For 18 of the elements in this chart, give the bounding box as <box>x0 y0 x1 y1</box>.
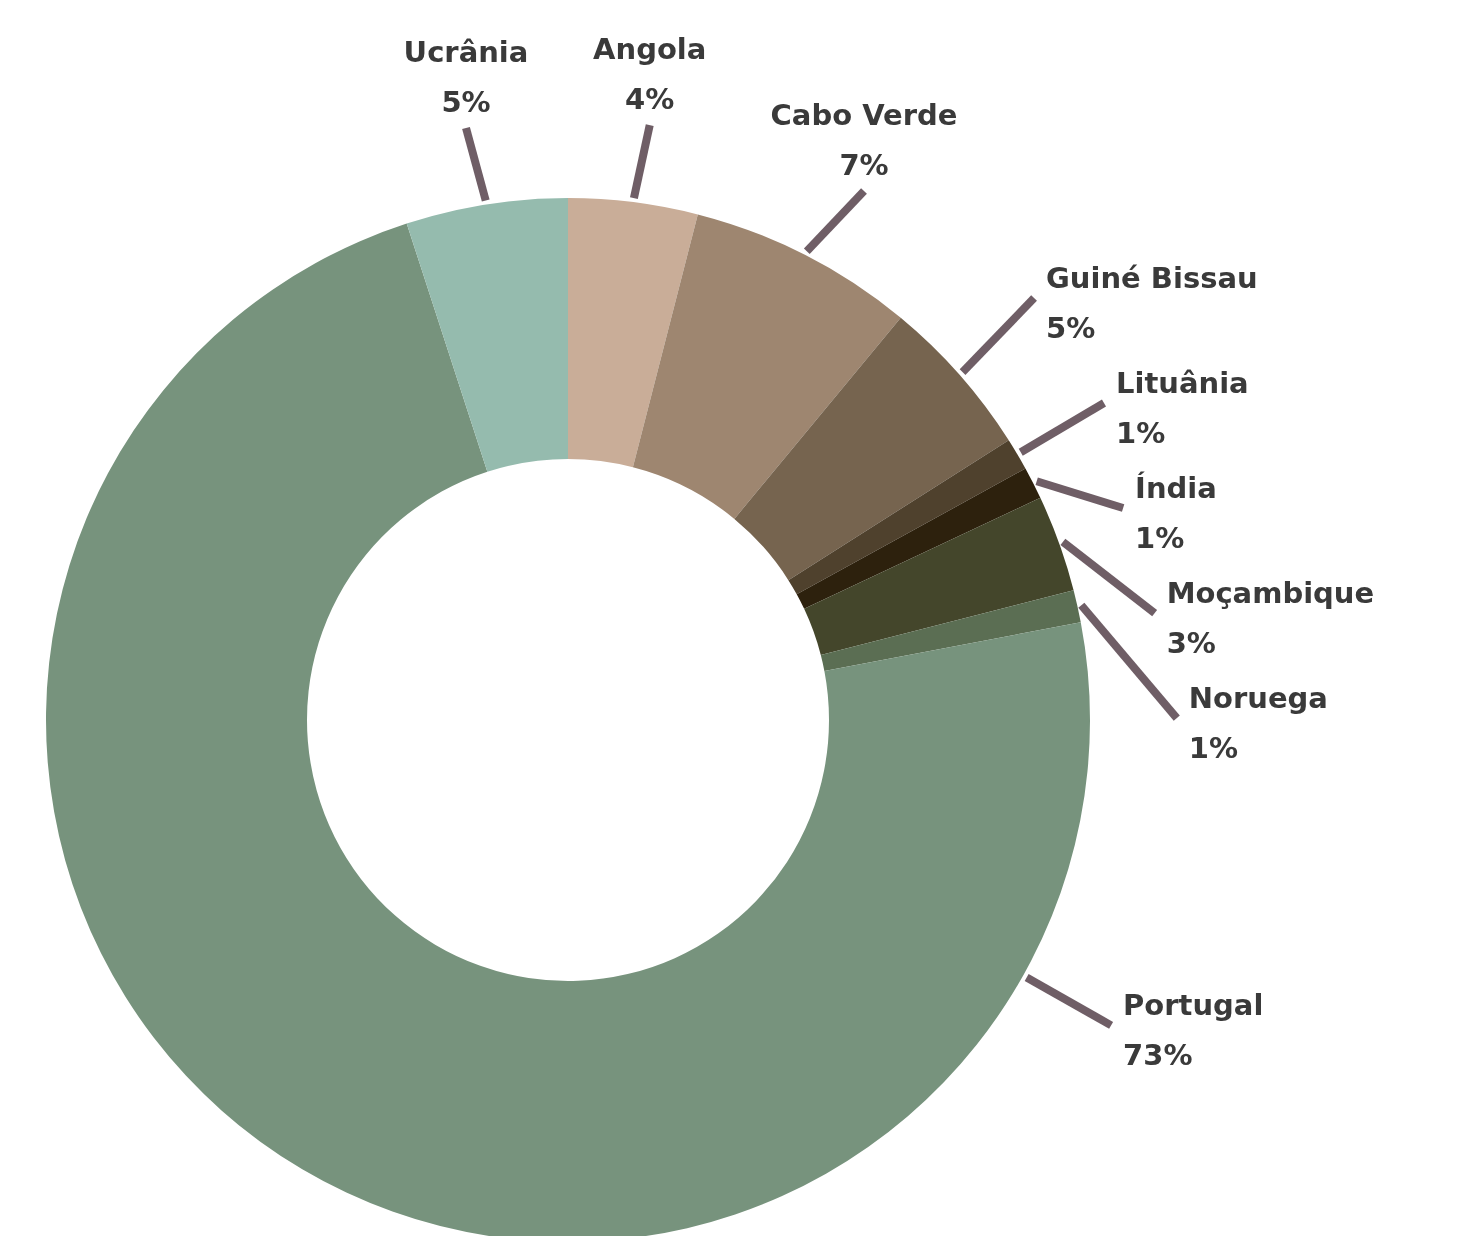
data-label: 7% <box>839 148 889 183</box>
data-label: 1% <box>1115 416 1166 451</box>
data-label: 3% <box>1166 626 1216 661</box>
slice-label: Cabo Verde <box>770 98 958 133</box>
data-label: 73% <box>1123 1038 1193 1073</box>
data-label: 1% <box>1188 731 1239 766</box>
data-label: 5% <box>441 85 491 120</box>
slice-label: Angola <box>593 32 707 67</box>
data-label: 5% <box>1046 311 1096 346</box>
data-label: 1% <box>1135 521 1185 556</box>
slice-label: Lituânia <box>1115 366 1249 401</box>
slice-label: Índia <box>1135 471 1217 506</box>
slice-label: Guiné Bissau <box>1046 261 1258 296</box>
slice-label: Portugal <box>1123 988 1264 1023</box>
slice-label: Ucrânia <box>403 35 529 70</box>
slice-label: Moçambique <box>1166 576 1375 611</box>
slice-label: Noruega <box>1188 681 1328 716</box>
data-label: 4% <box>625 82 675 117</box>
